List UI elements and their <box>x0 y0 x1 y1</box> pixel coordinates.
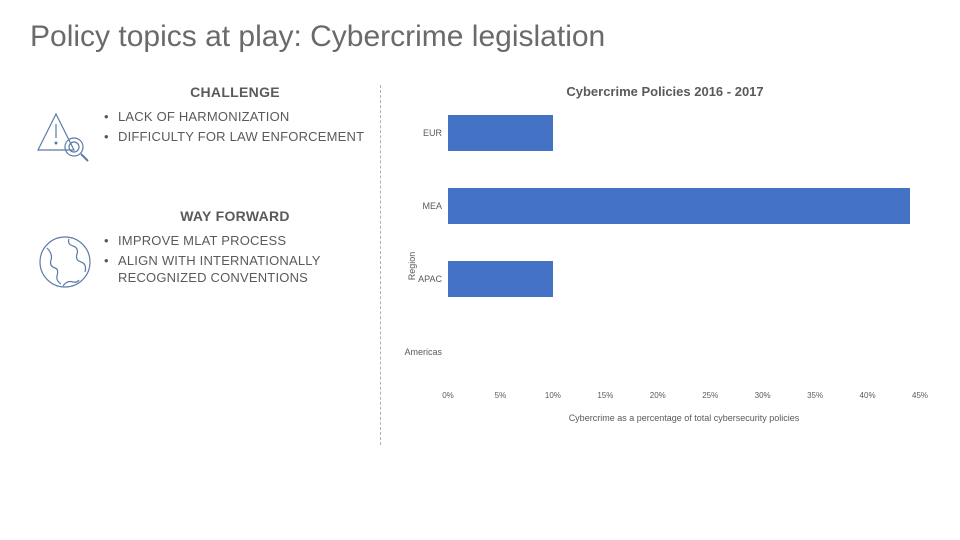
list-item: DIFFICULTY FOR LAW ENFORCEMENT <box>118 128 364 146</box>
category-label: EUR <box>423 128 448 138</box>
chart-title: Cybercrime Policies 2016 - 2017 <box>400 84 930 99</box>
wayforward-heading: WAY FORWARD <box>100 208 370 224</box>
list-item: IMPROVE MLAT PROCESS <box>118 232 286 250</box>
challenge-section: CHALLENGE •LACK OF HARMONIZATION •DIFFIC… <box>30 84 370 162</box>
x-tick: 45% <box>912 391 928 400</box>
category-label: APAC <box>418 274 448 284</box>
x-tick: 20% <box>650 391 666 400</box>
x-tick: 30% <box>755 391 771 400</box>
x-tick: 40% <box>860 391 876 400</box>
list-item: ALIGN WITH INTERNATIONALLY RECOGNIZED CO… <box>118 252 370 287</box>
challenge-heading: CHALLENGE <box>100 84 370 100</box>
warning-magnifier-icon <box>34 110 96 162</box>
wayforward-section: WAY FORWARD •IMPROVE MLAT PROCESS •ALIGN… <box>30 208 370 290</box>
x-tick: 35% <box>807 391 823 400</box>
x-tick: 5% <box>495 391 507 400</box>
x-tick: 0% <box>442 391 454 400</box>
bar-row: Americas <box>448 334 920 370</box>
globe-icon <box>37 234 93 290</box>
category-label: Americas <box>404 347 448 357</box>
y-axis-label: Region <box>407 252 417 281</box>
bar <box>448 115 553 151</box>
page-title: Policy topics at play: Cybercrime legisl… <box>30 20 930 54</box>
x-tick: 25% <box>702 391 718 400</box>
bar <box>448 261 553 297</box>
x-tick: 15% <box>597 391 613 400</box>
bar-row: EUR <box>448 115 920 151</box>
bar-chart: Region EUR MEA APAC Americas 0% 5% 10% 15% 20% 2… <box>400 111 930 421</box>
x-tick: 10% <box>545 391 561 400</box>
challenge-list: •LACK OF HARMONIZATION •DIFFICULTY FOR L… <box>100 108 370 145</box>
bar-row: APAC <box>448 261 920 297</box>
bar-row: MEA <box>448 188 920 224</box>
wayforward-list: •IMPROVE MLAT PROCESS •ALIGN WITH INTERN… <box>100 232 370 287</box>
category-label: MEA <box>422 201 448 211</box>
list-item: LACK OF HARMONIZATION <box>118 108 290 126</box>
bar <box>448 188 910 224</box>
x-axis-label: Cybercrime as a percentage of total cybe… <box>448 413 920 423</box>
